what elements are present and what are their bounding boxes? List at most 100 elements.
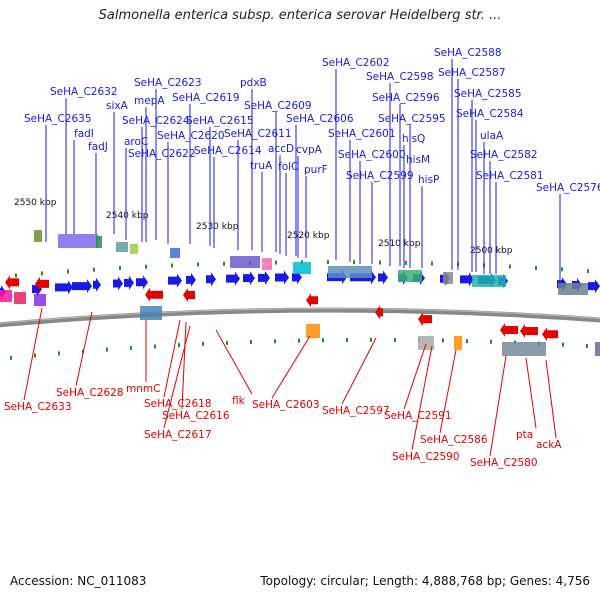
forward-gene-label: SeHA_C2635 xyxy=(24,113,92,125)
backbone-highlight xyxy=(0,308,600,324)
reverse-gene-arrow xyxy=(542,327,558,342)
reverse-label-leader xyxy=(75,311,93,387)
tick-mark xyxy=(223,261,225,266)
forward-gene-label: hisQ xyxy=(402,133,425,145)
forward-gene-label: truA xyxy=(250,160,273,172)
feature-block xyxy=(454,336,462,350)
reverse-label-leader xyxy=(439,349,457,434)
tick-mark xyxy=(466,339,468,344)
feature-block xyxy=(443,272,453,284)
reverse-gene-label: ackA xyxy=(536,439,562,451)
tick-mark xyxy=(431,261,433,266)
reverse-label-leader xyxy=(403,343,427,410)
feature-block xyxy=(116,242,128,252)
forward-gene-arrow xyxy=(258,270,270,285)
forward-gene-label: SeHA_C2619 xyxy=(172,92,240,104)
reverse-label-leader xyxy=(271,335,311,399)
reverse-gene-label: SeHA_C2590 xyxy=(392,451,460,463)
tick-mark xyxy=(202,341,204,346)
feature-block xyxy=(472,275,506,287)
tick-mark xyxy=(394,337,396,342)
forward-gene-label: SeHA_C2576 xyxy=(536,182,600,194)
reverse-gene-label: flk xyxy=(232,395,246,407)
map-title: Salmonella enterica subsp. enterica sero… xyxy=(98,8,502,23)
feature-block xyxy=(262,258,272,270)
forward-gene-arrow xyxy=(275,270,289,285)
reverse-label-leader xyxy=(181,321,187,410)
tick-mark xyxy=(274,339,276,344)
forward-gene-label: SeHA_C2622 xyxy=(128,148,196,160)
tick-mark xyxy=(587,269,589,274)
tick-mark xyxy=(379,260,381,265)
reverse-label-leader xyxy=(163,325,191,429)
reverse-gene-label: SeHA_C2591 xyxy=(384,410,452,422)
tick-mark xyxy=(154,344,156,349)
forward-gene-label: cvpA xyxy=(296,144,323,156)
reverse-gene-arrow xyxy=(520,324,538,339)
forward-gene-label: SeHA_C2585 xyxy=(454,88,522,100)
feature-block xyxy=(595,342,600,356)
kbp-label: 2500 kbp xyxy=(470,246,513,256)
genome-info-text: Topology: circular; Length: 4,888,768 bp… xyxy=(260,574,590,588)
feature-block xyxy=(140,306,162,320)
forward-gene-arrow xyxy=(93,277,101,292)
forward-gene-label: SeHA_C2596 xyxy=(372,92,440,104)
forward-gene-label: SeHA_C2614 xyxy=(194,145,262,157)
backbone-ring xyxy=(0,307,600,328)
tick-mark xyxy=(67,269,69,274)
reverse-label-leader xyxy=(545,359,557,439)
forward-gene-label: accD xyxy=(268,143,294,155)
tick-mark xyxy=(10,355,12,360)
reverse-gene-arrow xyxy=(418,312,432,327)
kbp-label: 2510 kbp xyxy=(378,239,421,249)
forward-gene-label: SeHA_C2623 xyxy=(134,77,202,89)
reverse-gene-arrow xyxy=(183,288,195,303)
forward-gene-label: SeHA_C2601 xyxy=(328,128,396,140)
feature-block xyxy=(293,262,311,274)
tick-mark xyxy=(442,338,444,343)
forward-gene-arrow xyxy=(124,275,134,290)
feature-block xyxy=(418,336,434,350)
reverse-gene-arrow xyxy=(306,293,318,308)
reverse-label-leader xyxy=(23,307,43,401)
forward-gene-label: SeHA_C2606 xyxy=(286,113,354,125)
tick-mark xyxy=(322,338,324,343)
tick-mark xyxy=(535,265,537,270)
forward-gene-label: purF xyxy=(304,164,328,176)
reverse-gene-label: SeHA_C2597 xyxy=(322,405,390,417)
feature-block xyxy=(34,230,42,242)
accession-text: Accession: NC_011083 xyxy=(10,574,147,588)
forward-gene-label: SeHA_C2609 xyxy=(244,100,312,112)
reverse-gene-label: SeHA_C2617 xyxy=(144,429,212,441)
forward-gene-arrow xyxy=(378,270,388,285)
reverse-gene-arrow xyxy=(375,305,383,320)
forward-gene-label: pdxB xyxy=(240,77,267,89)
feature-block xyxy=(328,266,372,278)
reverse-gene-label: SeHA_C2618 xyxy=(144,398,212,410)
forward-gene-label: sixA xyxy=(106,100,129,112)
reverse-label-leader xyxy=(341,337,377,405)
reverse-gene-label: SeHA_C2628 xyxy=(56,387,124,399)
reverse-gene-label: SeHA_C2580 xyxy=(470,457,538,469)
forward-gene-label: SeHA_C2587 xyxy=(438,67,506,79)
forward-gene-arrow xyxy=(588,279,600,294)
tick-mark xyxy=(562,342,564,347)
tick-mark xyxy=(178,343,180,348)
forward-gene-arrow xyxy=(136,275,148,290)
kbp-label: 2530 kbp xyxy=(196,222,239,232)
reverse-gene-label: SeHA_C2586 xyxy=(420,434,488,446)
tick-mark xyxy=(15,273,17,278)
tick-mark xyxy=(275,260,277,265)
forward-gene-label: SeHA_C2602 xyxy=(322,57,390,69)
reverse-label-leader xyxy=(215,329,253,395)
reverse-gene-label: SeHA_C2616 xyxy=(162,410,230,422)
tick-mark xyxy=(197,262,199,267)
reverse-gene-arrow xyxy=(145,287,163,302)
reverse-gene-label: pta xyxy=(516,429,533,441)
reverse-gene-label: mnmC xyxy=(126,383,160,395)
tick-mark xyxy=(353,260,355,265)
tick-mark xyxy=(346,338,348,343)
tick-mark xyxy=(298,338,300,343)
